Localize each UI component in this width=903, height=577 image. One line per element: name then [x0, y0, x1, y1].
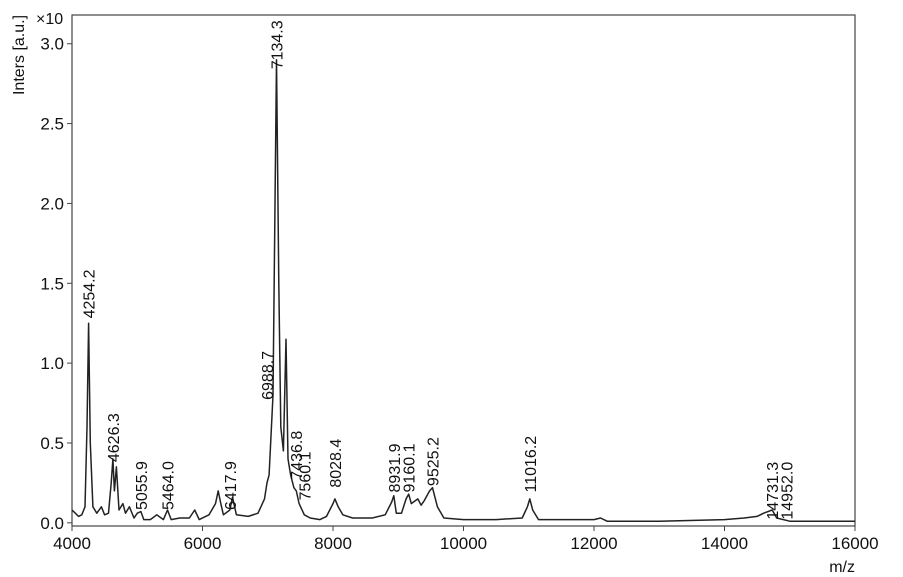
peak-label: 11016.2 [523, 436, 540, 493]
y-tick-label: 0.5 [40, 434, 64, 453]
y-tick-label: 2.5 [40, 115, 64, 134]
peak-label: 7134.3 [270, 20, 287, 69]
peak-label: 4254.2 [82, 269, 99, 318]
peak-label: 6988.7 [260, 351, 277, 400]
peak-label: 8931.9 [387, 443, 404, 492]
peak-label: 14952.0 [780, 462, 797, 520]
y-tick-label: 3.0 [40, 35, 64, 54]
y-axis-title: Inters [a.u.] [11, 15, 28, 95]
x-tick-label: 12000 [570, 534, 617, 553]
plot-frame [71, 14, 856, 527]
peak-label: 5464.0 [161, 461, 178, 510]
peak-label: 4626.3 [106, 413, 123, 462]
peak-label: 9525.2 [426, 437, 443, 486]
peak-label: 14731.3 [765, 462, 782, 520]
y-tick-label: 1.5 [40, 274, 64, 293]
peak-label: 8028.4 [328, 439, 345, 488]
peak-label: 9160.1 [402, 443, 419, 492]
x-tick-label: 8000 [314, 534, 352, 553]
y-multiplier: ×10 [36, 11, 63, 28]
y-tick-label: 2.0 [40, 194, 64, 213]
x-tick-label: 4000 [53, 534, 91, 553]
y-tick-label: 0.0 [40, 514, 64, 533]
x-axis-title: m/z [829, 559, 855, 576]
peak-label: 6417.9 [223, 461, 240, 510]
x-tick-label: 6000 [184, 534, 222, 553]
peak-label: 7560.1 [297, 451, 314, 500]
peak-label: 5055.9 [134, 461, 151, 510]
spectrum-line [71, 58, 855, 522]
x-tick-label: 14000 [701, 534, 748, 553]
x-tick-label: 10000 [440, 534, 487, 553]
x-tick-label: 16000 [831, 534, 878, 553]
y-tick-label: 1.0 [40, 354, 64, 373]
peak-label: 7436.8 [289, 431, 306, 480]
